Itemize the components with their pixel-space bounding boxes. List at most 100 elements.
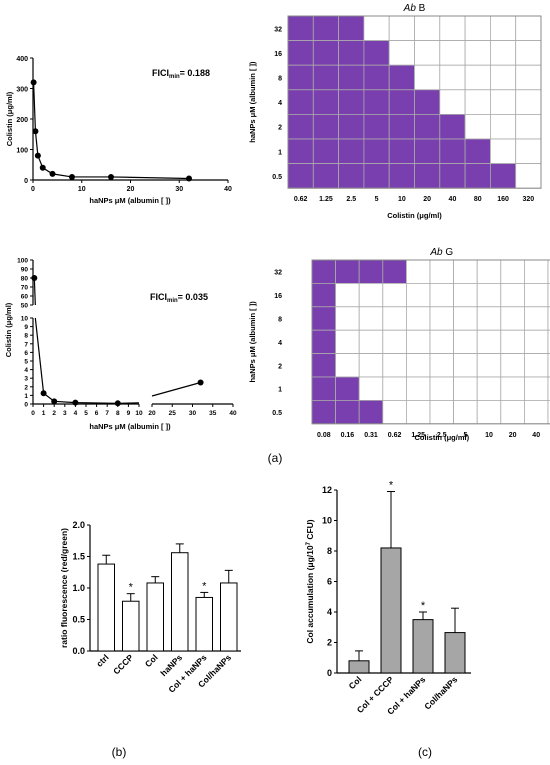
data-point	[39, 164, 46, 171]
x-tick-label: 9	[127, 410, 131, 417]
series-line	[34, 317, 45, 394]
y-tick-label: 4	[327, 607, 332, 617]
heatmap-cell-filled	[358, 399, 384, 425]
row-label: 16	[274, 293, 282, 300]
heatmap-cell-empty	[476, 399, 502, 425]
category-label: ctrl	[94, 652, 110, 668]
heatmap-cell-empty	[388, 40, 415, 66]
heatmap-cell-filled	[287, 40, 314, 66]
y-tick-label: 1.5	[72, 552, 85, 562]
panel-label-c: (c)	[418, 745, 432, 759]
heatmap-border	[287, 15, 542, 189]
y-tick-label: 400	[16, 56, 28, 63]
heatmap-cell-filled	[388, 89, 415, 115]
heatmap-cell-empty	[414, 15, 441, 42]
heatmap-cell-filled	[382, 259, 407, 284]
heatmap-cell-filled	[287, 15, 314, 42]
significance-marker: *	[202, 580, 207, 592]
bar	[444, 632, 466, 674]
data-point	[31, 275, 38, 281]
row-label: 1	[278, 149, 282, 156]
heatmap-cell-empty	[464, 114, 491, 140]
heatmap-cell-filled	[311, 399, 337, 425]
x-tick-label: 20	[127, 186, 135, 193]
x-axis-label: Colistin (μg/ml)	[387, 211, 442, 220]
x-axis-label: Colistin (μg/ml)	[415, 433, 470, 442]
heatmap-cell-filled	[414, 163, 441, 189]
heatmap-cell-filled	[287, 64, 314, 91]
data-point	[49, 170, 56, 177]
bar	[195, 596, 213, 652]
heatmap-cell-filled	[338, 40, 365, 66]
heatmap-cell-empty	[515, 114, 542, 140]
heatmap-title: Ab G	[429, 247, 453, 258]
col-label: 5	[463, 432, 467, 439]
y-tick-label: 10	[21, 316, 29, 323]
heatmap-cell-empty	[524, 353, 549, 378]
row-label: 16	[274, 51, 282, 58]
col-label: 0.08	[317, 432, 331, 439]
heatmap-cell-filled	[338, 114, 365, 140]
row-label: 4	[278, 340, 282, 347]
y-tick-label: 10	[322, 516, 332, 526]
y-tick-label: 4	[24, 367, 28, 374]
series-line	[43, 392, 118, 404]
heatmap-title: Ab B	[403, 3, 426, 14]
col-label: 1.25	[411, 432, 425, 439]
x-tick-label: 4	[74, 410, 78, 417]
heatmap-cell-empty	[500, 329, 525, 355]
significance-marker: *	[421, 600, 426, 612]
y-axis-label: Colistin (μg/ml)	[4, 302, 13, 357]
heatmap-cell-empty	[382, 282, 407, 308]
heatmap-cell-filled	[312, 114, 339, 140]
heatmap-cell-filled	[414, 138, 441, 165]
heatmap-cell-filled	[439, 163, 466, 189]
data-point	[40, 390, 47, 397]
heatmap-cell-empty	[500, 259, 525, 284]
heatmap-cell-empty	[429, 329, 455, 355]
y-tick-label: 100	[17, 258, 28, 265]
heatmap-cell-empty	[453, 329, 478, 355]
heatmap-cell-empty	[464, 89, 491, 115]
heatmap-cell-empty	[476, 282, 502, 308]
col-label: 10	[398, 196, 406, 203]
data-point	[114, 400, 121, 407]
y-tick-label: 1.0	[72, 583, 85, 593]
bar	[412, 619, 434, 674]
heatmap-cell-filled	[338, 64, 365, 91]
y-axis-label: haNPs μM (albumin [ ])	[248, 301, 257, 383]
y-tick-label: 80	[21, 276, 29, 283]
y-axis-label: Colistin (μg/ml)	[5, 91, 14, 146]
x-tick-label: 7	[105, 410, 109, 417]
x-tick-label: 1	[42, 410, 46, 417]
col-label: 80	[474, 196, 482, 203]
heatmap-cell-empty	[476, 259, 502, 284]
row-label: 0.5	[272, 410, 282, 417]
x-tick-label: 3	[63, 410, 67, 417]
x-axis-label: haNPs μM (albumin [ ])	[89, 422, 171, 431]
heatmap-cell-empty	[524, 399, 549, 425]
heatmap-cell-filled	[312, 163, 339, 189]
heatmap-cell-empty	[335, 306, 360, 331]
y-tick-label: 50	[21, 303, 29, 310]
heatmap-cell-empty	[439, 64, 466, 91]
y-tick-label: 300	[16, 87, 28, 94]
heatmap-cell-empty	[489, 89, 517, 115]
heatmap-cell-filled	[439, 138, 466, 165]
heatmap-cell-filled	[311, 306, 337, 331]
heatmap-cell-empty	[453, 282, 478, 308]
heatmap-cell-filled	[388, 163, 415, 189]
y-tick-label: 8	[327, 546, 332, 556]
heatmap-cell-empty	[439, 89, 466, 115]
y-tick-label: 3	[24, 376, 28, 383]
fici-sub: min	[169, 74, 180, 80]
row-label: 8	[278, 76, 282, 83]
heatmap-cell-filled	[363, 64, 390, 91]
panel-label-a: (a)	[268, 451, 283, 465]
col-label: 0.62	[388, 432, 402, 439]
heatmap-cell-filled	[414, 114, 441, 140]
col-label: 160	[497, 196, 509, 203]
heatmap-cell-filled	[338, 15, 365, 42]
heatmap-cell-empty	[405, 282, 431, 308]
heatmap-cell-empty	[429, 306, 455, 331]
